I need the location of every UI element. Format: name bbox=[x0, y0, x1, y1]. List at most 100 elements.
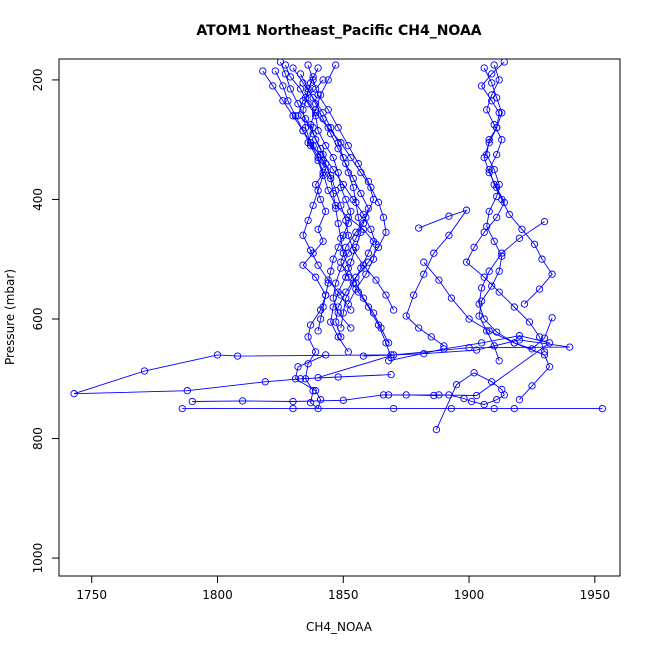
data-point bbox=[493, 150, 501, 159]
data-point bbox=[213, 351, 222, 359]
data-point bbox=[334, 219, 342, 228]
data-point bbox=[359, 210, 368, 219]
data-point bbox=[289, 404, 297, 413]
data-point bbox=[294, 363, 302, 371]
data-point bbox=[347, 207, 355, 216]
data-point bbox=[316, 145, 325, 153]
data-point bbox=[322, 291, 330, 299]
data-point bbox=[520, 300, 529, 308]
data-point bbox=[495, 76, 503, 84]
data-point bbox=[462, 206, 471, 214]
data-point bbox=[259, 67, 267, 75]
data-point bbox=[70, 390, 78, 398]
data-point bbox=[485, 327, 493, 335]
data-point bbox=[515, 234, 524, 242]
data-point bbox=[598, 404, 607, 413]
data-point bbox=[389, 351, 398, 359]
data-point bbox=[445, 231, 453, 239]
data-point bbox=[432, 425, 441, 434]
data-point bbox=[284, 97, 292, 105]
data-point bbox=[485, 267, 493, 275]
chart-title: ATOM1 Northeast_Pacific CH4_NOAA bbox=[196, 23, 481, 39]
data-marks bbox=[70, 58, 607, 434]
x-tick-label: 1900 bbox=[454, 588, 485, 602]
profile-series bbox=[483, 61, 556, 308]
data-point bbox=[324, 76, 332, 84]
x-tick-label: 1950 bbox=[580, 588, 611, 602]
data-point bbox=[488, 378, 496, 386]
data-point bbox=[352, 285, 360, 293]
data-point bbox=[480, 315, 488, 323]
series-line bbox=[279, 61, 390, 344]
data-point bbox=[329, 153, 337, 162]
data-point bbox=[498, 195, 506, 204]
data-point bbox=[347, 153, 355, 162]
data-point bbox=[332, 61, 340, 69]
data-point bbox=[384, 339, 393, 347]
series-line bbox=[73, 354, 392, 395]
data-point bbox=[344, 231, 352, 239]
data-point bbox=[402, 312, 410, 320]
series-line bbox=[317, 339, 570, 379]
y-tick-label: 1000 bbox=[31, 543, 45, 574]
data-point bbox=[548, 314, 556, 322]
data-point bbox=[525, 318, 534, 326]
y-tick-label: 400 bbox=[31, 188, 45, 211]
data-point bbox=[477, 82, 486, 90]
data-point bbox=[334, 145, 342, 153]
data-point bbox=[334, 124, 342, 132]
data-point bbox=[493, 328, 501, 336]
data-point bbox=[339, 309, 347, 317]
data-point bbox=[306, 121, 315, 129]
data-point bbox=[309, 73, 317, 81]
data-point bbox=[475, 300, 483, 308]
data-point bbox=[377, 324, 385, 332]
data-point bbox=[316, 396, 325, 404]
data-point bbox=[528, 345, 536, 353]
data-point bbox=[445, 212, 453, 220]
data-point bbox=[339, 180, 347, 189]
data-point bbox=[382, 228, 390, 236]
data-point bbox=[238, 397, 247, 405]
data-point bbox=[349, 195, 357, 204]
data-point bbox=[384, 391, 393, 399]
data-point bbox=[342, 273, 350, 281]
data-point bbox=[334, 243, 342, 251]
series-line bbox=[192, 335, 551, 402]
data-point bbox=[364, 177, 373, 186]
data-point bbox=[357, 168, 365, 177]
data-point bbox=[339, 153, 347, 162]
data-point bbox=[364, 204, 373, 213]
data-point bbox=[329, 294, 337, 302]
series-line bbox=[486, 64, 553, 305]
data-point bbox=[294, 112, 302, 120]
data-point bbox=[299, 231, 307, 239]
data-point bbox=[301, 94, 310, 102]
data-point bbox=[352, 234, 360, 242]
profile-series bbox=[384, 369, 508, 434]
data-point bbox=[286, 85, 295, 93]
data-point bbox=[314, 186, 322, 195]
data-point bbox=[304, 216, 312, 225]
data-point bbox=[296, 375, 305, 383]
data-point bbox=[430, 391, 438, 400]
data-point bbox=[410, 291, 418, 299]
data-point bbox=[342, 288, 350, 296]
profile-series bbox=[306, 61, 380, 308]
data-point bbox=[465, 315, 473, 323]
data-point bbox=[488, 91, 496, 99]
data-point bbox=[309, 387, 317, 395]
data-point bbox=[324, 124, 332, 132]
data-point bbox=[349, 246, 357, 254]
profile-series bbox=[402, 206, 471, 350]
data-point bbox=[347, 324, 355, 332]
data-point bbox=[327, 171, 335, 180]
data-point bbox=[540, 217, 549, 226]
data-point bbox=[510, 404, 518, 413]
data-point bbox=[359, 294, 368, 302]
data-point bbox=[309, 142, 317, 150]
data-point bbox=[322, 207, 330, 216]
data-point bbox=[349, 174, 357, 183]
data-point bbox=[324, 106, 332, 114]
